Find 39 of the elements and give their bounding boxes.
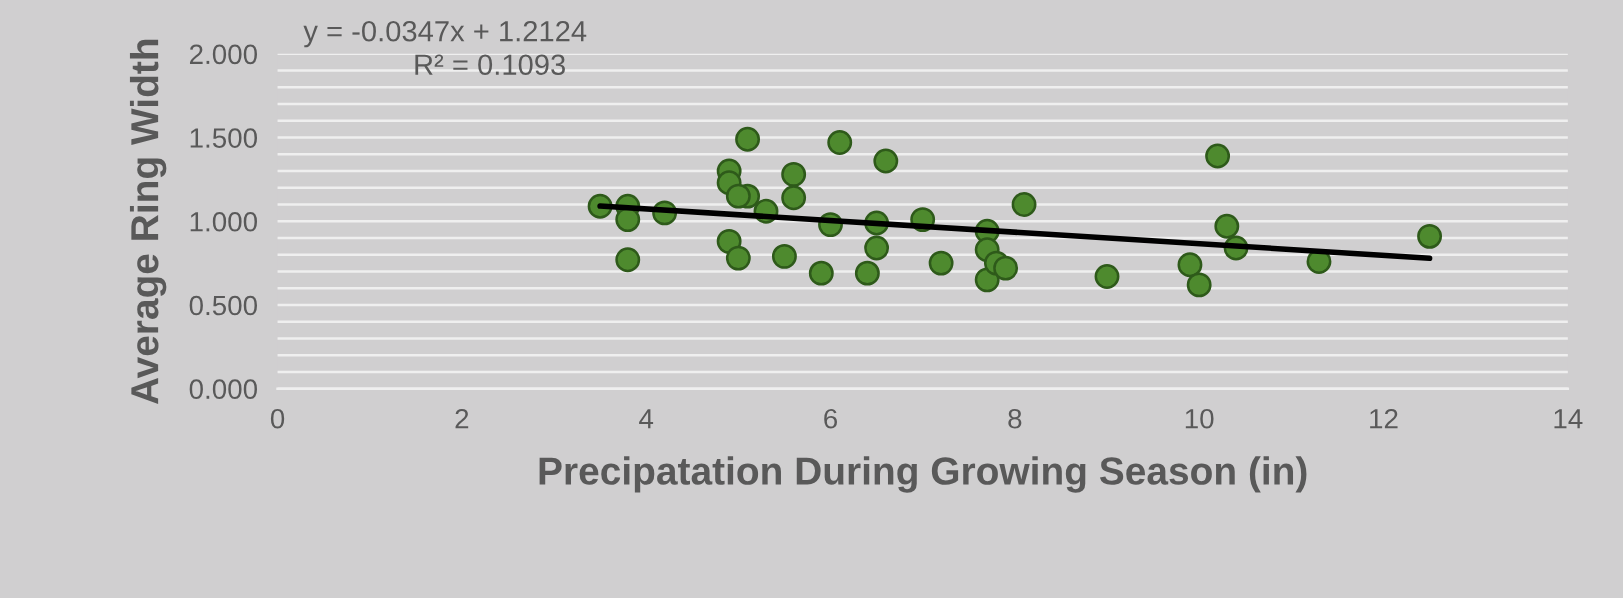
point xyxy=(615,207,641,233)
y-tick-label: 1.000 xyxy=(190,211,258,232)
x-tick-label: 14 xyxy=(1554,409,1583,429)
point xyxy=(781,161,807,187)
point xyxy=(735,126,761,152)
text: y = -0.0347x + 1.2124 xyxy=(303,20,587,48)
point xyxy=(1177,252,1203,278)
point xyxy=(864,235,890,261)
annotation: R² = 0.1093 xyxy=(415,54,565,76)
y-axis-title: Average Ring Width xyxy=(129,39,167,405)
y-tick-label: 2.000 xyxy=(189,44,258,65)
point xyxy=(1205,143,1231,169)
point xyxy=(873,148,899,174)
point xyxy=(928,250,954,276)
point xyxy=(1214,213,1240,239)
point xyxy=(771,243,797,269)
point xyxy=(781,185,807,211)
x-axis-title: Precipatation During Growing Season (in) xyxy=(539,456,1307,493)
point xyxy=(808,260,834,286)
y-tick-label: 1.500 xyxy=(190,128,258,148)
point xyxy=(725,183,751,209)
point xyxy=(1417,223,1443,249)
x-tick-label: 10 xyxy=(1185,408,1214,429)
point xyxy=(854,260,880,286)
x-tick-label: 0 xyxy=(270,408,285,429)
y-tick-label: 0.000 xyxy=(189,379,258,400)
point xyxy=(827,130,853,156)
point xyxy=(615,247,641,273)
point xyxy=(1094,264,1120,289)
point xyxy=(1186,272,1212,298)
x-tick-label: 12 xyxy=(1370,408,1398,429)
x-tick-label: 8 xyxy=(1008,408,1022,429)
point xyxy=(1011,192,1037,217)
x-tick-label: 4 xyxy=(639,409,654,429)
y-tick-label: 0.500 xyxy=(189,295,258,316)
point xyxy=(993,255,1019,281)
point xyxy=(725,245,751,271)
x-tick-label: 6 xyxy=(824,408,838,429)
x-tick-label: 2 xyxy=(455,408,469,429)
